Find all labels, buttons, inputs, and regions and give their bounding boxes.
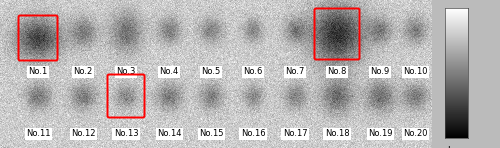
Text: No.15: No.15 [199, 130, 223, 139]
Text: No.7: No.7 [286, 67, 304, 77]
Text: No.8: No.8 [328, 67, 346, 77]
Text: No.17: No.17 [282, 130, 308, 139]
Text: No.20: No.20 [403, 130, 427, 139]
Text: No.9: No.9 [370, 67, 390, 77]
Text: No.14: No.14 [157, 130, 181, 139]
Text: No.2: No.2 [74, 67, 92, 77]
Text: No.11: No.11 [26, 130, 50, 139]
Text: Low: Low [448, 146, 466, 148]
Text: No.6: No.6 [244, 67, 262, 77]
Text: No.19: No.19 [368, 130, 392, 139]
Text: No.4: No.4 [160, 67, 178, 77]
Text: No.3: No.3 [116, 67, 136, 77]
Text: No.16: No.16 [240, 130, 266, 139]
Text: No.12: No.12 [71, 130, 95, 139]
Text: No.5: No.5 [202, 67, 220, 77]
Text: No.13: No.13 [114, 130, 138, 139]
Text: No.18: No.18 [324, 130, 349, 139]
Text: No.10: No.10 [403, 67, 427, 77]
Text: No.1: No.1 [28, 67, 48, 77]
